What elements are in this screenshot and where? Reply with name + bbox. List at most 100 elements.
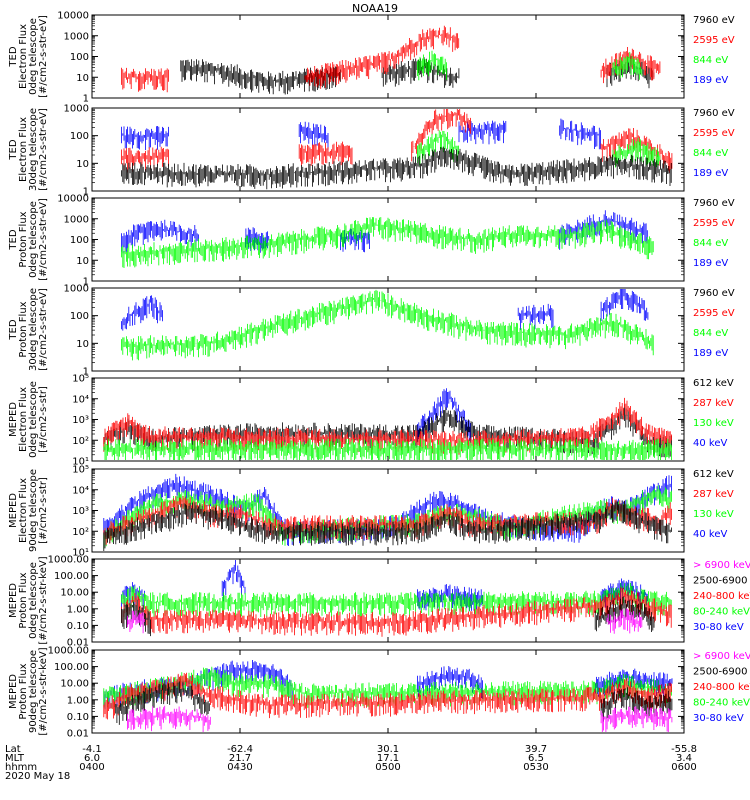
- y-tick-label: 1: [83, 367, 89, 378]
- y-axis-label-line: Electron Flux: [18, 387, 29, 452]
- series-80-240-kev: [121, 582, 672, 617]
- footer-tick-value: 21.7: [229, 753, 251, 764]
- y-tick-label: 10000: [57, 11, 89, 22]
- series-40-kev: [417, 388, 471, 443]
- series-612-kev: [103, 500, 672, 551]
- legend-entry: > 6900 keV: [693, 560, 750, 571]
- figure-title: NOAA19: [352, 2, 398, 15]
- series-189-ev: [121, 118, 601, 150]
- y-axis-label-line: Proton Flux: [18, 663, 29, 719]
- y-axis-label-line: MEPED: [8, 402, 19, 437]
- legend-entry: 2500-6900: [693, 667, 748, 678]
- legend-entry: 7960 eV: [693, 15, 735, 26]
- y-tick-label: 10³: [72, 506, 89, 517]
- y-axis-label-line: 0deg telescope: [28, 201, 39, 278]
- legend-entry: 7960 eV: [693, 288, 735, 299]
- legend-entry: 40 keV: [693, 438, 727, 449]
- y-axis-label-line: [#/cm2-s-str-keV]: [38, 647, 49, 735]
- footer-tick-value: -62.4: [227, 744, 253, 755]
- legend-entry: 287 keV: [693, 489, 734, 500]
- series-130-kev: [103, 438, 672, 460]
- legend-entry: 844 eV: [693, 328, 728, 339]
- y-tick-label: 0.10: [67, 712, 89, 723]
- series-2500-6900: [115, 680, 673, 725]
- y-tick-label: 10²: [72, 436, 89, 447]
- y-tick-label: 10: [76, 339, 89, 350]
- y-axis-label-line: TED: [8, 46, 19, 67]
- legend-entry: 7960 eV: [693, 198, 735, 209]
- footer-tick-value: 6.0: [84, 753, 100, 764]
- y-tick-label: 1000: [64, 104, 89, 115]
- y-axis-label-line: Electron Flux: [18, 24, 29, 89]
- legend-entry: 40 keV: [693, 529, 727, 540]
- y-tick-label: 0.01: [67, 638, 89, 649]
- y-axis-label-line: MEPED: [8, 674, 19, 709]
- footer-tick-value: 39.7: [525, 744, 547, 755]
- y-tick-label: 10.00: [60, 588, 89, 599]
- series-844-ev: [417, 130, 661, 168]
- y-axis-label-line: 30deg telescope: [28, 108, 39, 191]
- y-tick-label: 1: [83, 187, 89, 198]
- y-axis-label: MEPED Proton Flux 90deg telescope [#/cm2-s-…: [8, 647, 49, 735]
- y-tick-label: 10⁴: [72, 485, 89, 496]
- y-axis-label-line: [#/cm2-s-str-eV]: [38, 198, 49, 281]
- y-axis-label-line: MEPED: [8, 493, 19, 528]
- footer-tick-value: -4.1: [82, 744, 102, 755]
- y-tick-label: 100.00: [54, 571, 89, 582]
- y-axis-label: MEPED Electron Flux 0deg telescope [#/cm2-s…: [8, 381, 49, 458]
- y-axis-label-line: [#/cm2-s-str]: [38, 477, 49, 544]
- legend-entry: 2595 eV: [693, 218, 735, 229]
- y-tick-label: 1000: [64, 214, 89, 225]
- y-tick-label: 1: [83, 277, 89, 288]
- legend-entry: 612 keV: [693, 469, 734, 480]
- footer-tick-value: 17.1: [377, 753, 399, 764]
- legend-entry: 30-80 keV: [693, 622, 744, 633]
- y-axis-label-line: Electron Flux: [18, 117, 29, 182]
- footer-row-label: hhmm: [5, 762, 37, 773]
- panel-4: 1 10 100 1000 TED Proton Flux 30deg telescope[…: [8, 284, 735, 378]
- y-axis-label-line: Proton Flux: [18, 301, 29, 357]
- legend-entry: 189 eV: [693, 75, 728, 86]
- y-axis-label-line: MEPED: [8, 583, 19, 618]
- y-axis-label-line: [#/cm2-s-str-keV]: [38, 556, 49, 644]
- y-axis-label-line: 0deg telescope: [28, 562, 39, 639]
- y-axis-label-line: 0deg telescope: [28, 18, 39, 95]
- y-tick-label: 10⁵: [72, 465, 89, 476]
- footer-tick-value: 30.1: [377, 744, 399, 755]
- y-tick-label: 100: [70, 52, 89, 63]
- y-tick-label: 100: [70, 235, 89, 246]
- legend-entry: 240-800 keV: [693, 682, 750, 693]
- footer-tick-value: 0400: [79, 762, 104, 773]
- y-axis-label-line: 0deg telescope: [28, 381, 39, 458]
- footer-tick-value: 0600: [671, 762, 696, 773]
- legend-entry: 189 eV: [693, 348, 728, 359]
- y-tick-label: 1000: [64, 31, 89, 42]
- y-tick-label: 10: [76, 73, 89, 84]
- y-axis-label-line: [#/cm2-s-str-eV]: [38, 108, 49, 191]
- y-tick-label: 10: [76, 159, 89, 170]
- y-tick-label: 100: [70, 131, 89, 142]
- series-7960-ev: [121, 146, 672, 190]
- legend-entry: 130 keV: [693, 418, 734, 429]
- y-axis-label: TED Proton Flux 30deg telescope [#/cm2-s-st…: [8, 288, 49, 371]
- y-axis-label-line: TED: [8, 139, 19, 160]
- footer-row-label: Lat: [5, 744, 21, 755]
- panel-3: 1 10 100 1000 10000 TED Proton Flux 0deg telesc…: [8, 194, 735, 288]
- legend-entry: 7960 eV: [693, 108, 735, 119]
- legend-entry: 189 eV: [693, 258, 728, 269]
- footer-tick-value: 3.4: [676, 753, 692, 764]
- series-189-ev: [121, 289, 649, 331]
- series-844-ev: [121, 217, 654, 268]
- y-tick-label: 100.00: [54, 662, 89, 673]
- y-axis-label-line: [#/cm2-s-str]: [38, 386, 49, 453]
- y-tick-label: 10000: [57, 194, 89, 205]
- footer-tick-value: 0530: [523, 762, 548, 773]
- y-axis-label: TED Electron Flux 0deg telescope [#/cm2-s-s…: [8, 15, 49, 98]
- y-tick-label: 1.00: [67, 695, 89, 706]
- legend-entry: > 6900 keV: [693, 651, 750, 662]
- y-axis-label: MEPED Electron Flux 90deg telescope [#/cm2-…: [8, 469, 49, 552]
- y-tick-label: 10: [76, 256, 89, 267]
